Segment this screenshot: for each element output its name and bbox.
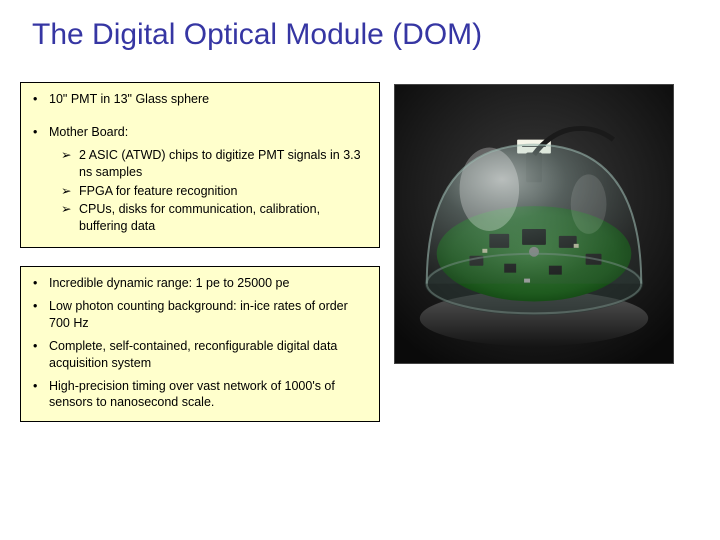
- bullet-item: • Low photon counting background: in-ice…: [31, 298, 369, 332]
- page-title: The Digital Optical Module (DOM): [0, 0, 720, 52]
- bullet-item: • High-precision timing over vast networ…: [31, 378, 369, 412]
- bullet-text: Complete, self-contained, reconfigurable…: [49, 338, 369, 372]
- right-column: [394, 82, 684, 422]
- arrow-icon: ➢: [61, 147, 79, 181]
- left-column: • 10" PMT in 13" Glass sphere • Mother B…: [20, 82, 380, 422]
- bullet-dot-icon: •: [31, 338, 49, 355]
- bullet-item: • Incredible dynamic range: 1 pe to 2500…: [31, 275, 369, 292]
- info-box-2: • Incredible dynamic range: 1 pe to 2500…: [20, 266, 380, 422]
- bullet-dot-icon: •: [31, 298, 49, 315]
- sub-item: ➢ CPUs, disks for communication, calibra…: [61, 201, 369, 235]
- sub-text: FPGA for feature recognition: [79, 183, 369, 200]
- sub-item: ➢ 2 ASIC (ATWD) chips to digitize PMT si…: [61, 147, 369, 181]
- bullet-text: Incredible dynamic range: 1 pe to 25000 …: [49, 275, 369, 292]
- bullet-item: • Complete, self-contained, reconfigurab…: [31, 338, 369, 372]
- bullet-text: High-precision timing over vast network …: [49, 378, 369, 412]
- dom-module-image: [394, 84, 674, 364]
- bullet-dot-icon: •: [31, 275, 49, 292]
- bullet-dot-icon: •: [31, 91, 49, 108]
- bullet-text: Low photon counting background: in-ice r…: [49, 298, 369, 332]
- arrow-icon: ➢: [61, 183, 79, 200]
- bullet-item: • Mother Board:: [31, 124, 369, 141]
- bullet-text: 10" PMT in 13" Glass sphere: [49, 91, 369, 108]
- sub-item: ➢ FPGA for feature recognition: [61, 183, 369, 200]
- info-box-1: • 10" PMT in 13" Glass sphere • Mother B…: [20, 82, 380, 248]
- bullet-dot-icon: •: [31, 124, 49, 141]
- bullet-item: • 10" PMT in 13" Glass sphere: [31, 91, 369, 108]
- bullet-dot-icon: •: [31, 378, 49, 395]
- arrow-icon: ➢: [61, 201, 79, 235]
- sub-text: CPUs, disks for communication, calibrati…: [79, 201, 369, 235]
- bullet-text: Mother Board:: [49, 124, 369, 141]
- sub-text: 2 ASIC (ATWD) chips to digitize PMT sign…: [79, 147, 369, 181]
- content-row: • 10" PMT in 13" Glass sphere • Mother B…: [0, 52, 720, 422]
- sub-list: ➢ 2 ASIC (ATWD) chips to digitize PMT si…: [31, 147, 369, 235]
